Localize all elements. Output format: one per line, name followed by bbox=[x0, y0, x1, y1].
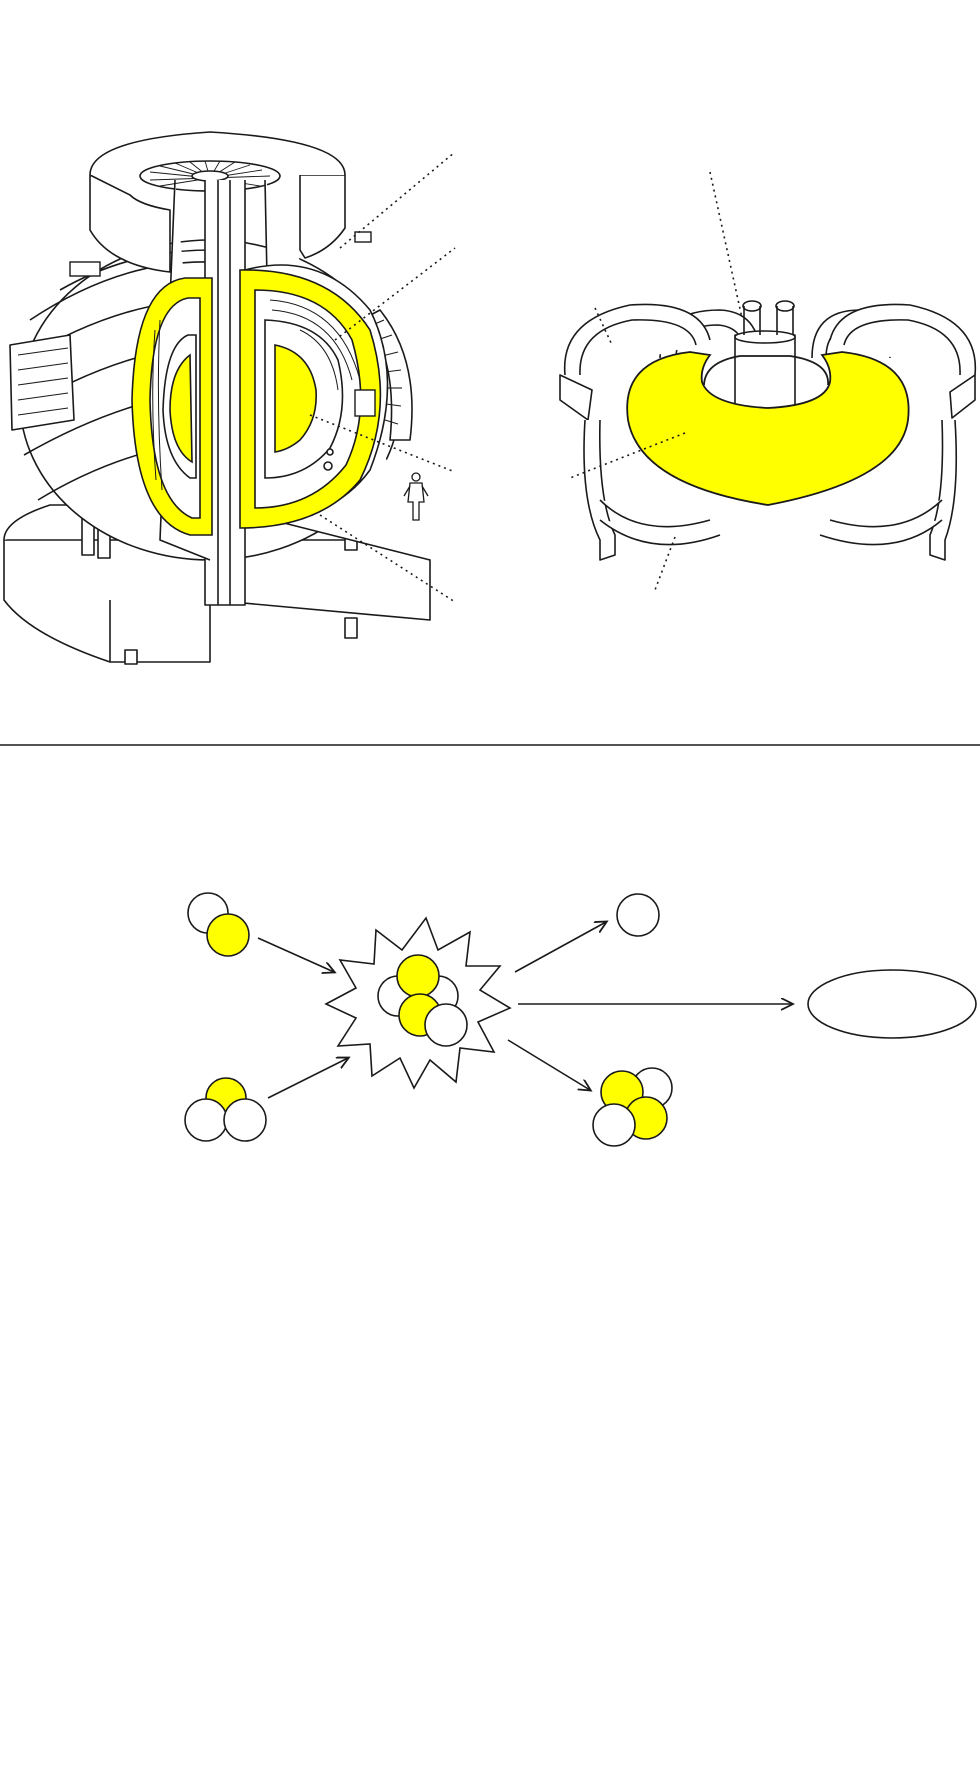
helium-nucleus-icon bbox=[592, 1067, 673, 1147]
neutron-icon bbox=[616, 893, 660, 937]
arrow-in-bottom bbox=[267, 1058, 348, 1099]
arrow-in-top bbox=[257, 937, 334, 972]
arrow-out-helium bbox=[507, 1039, 590, 1090]
fusion-reaction-diagram bbox=[184, 892, 977, 1147]
deuterium-nucleus-icon bbox=[187, 892, 250, 957]
leader-lines-right bbox=[569, 171, 743, 591]
person-scale-icon bbox=[403, 472, 429, 521]
left-vessel-cross-section-icon bbox=[131, 277, 213, 536]
torus-coils-icon bbox=[559, 300, 977, 561]
leader-lines-left bbox=[309, 151, 456, 603]
fused-nucleus-icon bbox=[377, 954, 468, 1047]
plasma-torus-icon bbox=[626, 351, 910, 506]
energy-output-icon bbox=[807, 969, 977, 1039]
tritium-nucleus-icon bbox=[184, 1077, 267, 1142]
right-vessel-cross-section-icon bbox=[239, 269, 382, 529]
arrow-out-neutron bbox=[514, 922, 606, 973]
pipe-stubs-icon bbox=[69, 231, 376, 417]
